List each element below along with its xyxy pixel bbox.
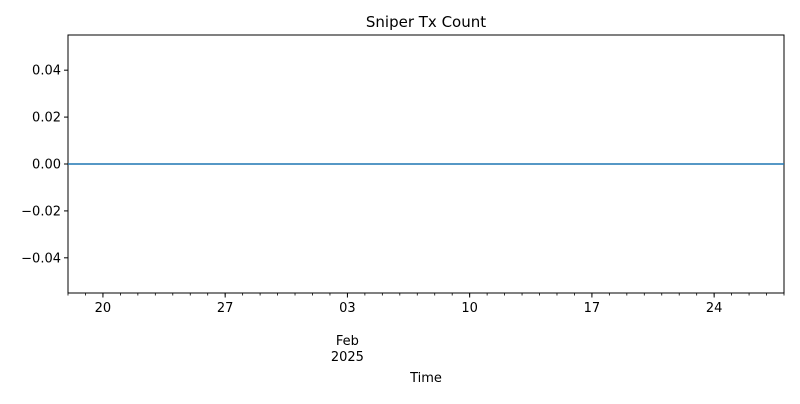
x-tick-label: 17 bbox=[584, 301, 601, 316]
chart-title: Sniper Tx Count bbox=[366, 13, 486, 31]
x-tick-label: 24 bbox=[706, 301, 723, 316]
y-tick-label: −0.04 bbox=[21, 251, 61, 266]
y-tick-label: 0.02 bbox=[32, 111, 61, 126]
x-axis-label: Time bbox=[409, 371, 442, 386]
x-tick-label: 20 bbox=[95, 301, 112, 316]
x-tick-year-label: 2025 bbox=[331, 350, 364, 365]
x-tick-month-label: Feb bbox=[336, 334, 359, 349]
x-tick-label: 03 bbox=[339, 301, 356, 316]
y-tick-label: −0.02 bbox=[21, 204, 61, 219]
y-tick-label: 0.00 bbox=[32, 158, 61, 173]
x-tick-label: 27 bbox=[217, 301, 234, 316]
x-tick-label: 10 bbox=[461, 301, 478, 316]
y-tick-label: 0.04 bbox=[32, 64, 61, 79]
